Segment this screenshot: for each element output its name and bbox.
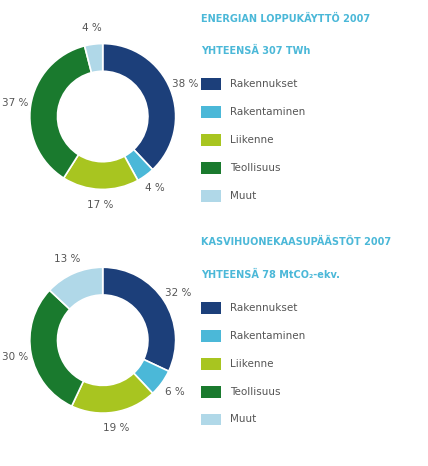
Text: Muut: Muut	[230, 191, 256, 201]
Bar	[201, 134, 221, 146]
Bar	[201, 414, 221, 425]
Text: Liikenne: Liikenne	[230, 359, 273, 369]
Text: 37 %: 37 %	[2, 97, 28, 108]
Text: Rakennukset: Rakennukset	[230, 79, 297, 89]
Bar	[201, 78, 221, 90]
Bar	[201, 190, 221, 202]
Wedge shape	[30, 290, 83, 406]
Text: Teollisuus: Teollisuus	[230, 387, 281, 397]
Wedge shape	[50, 267, 103, 309]
Wedge shape	[85, 44, 103, 73]
Text: 32 %: 32 %	[165, 288, 191, 297]
Text: Muut: Muut	[230, 414, 256, 425]
Text: Rakennukset: Rakennukset	[230, 303, 297, 313]
Text: 4 %: 4 %	[145, 184, 165, 193]
Text: Rakentaminen: Rakentaminen	[230, 331, 305, 341]
Wedge shape	[103, 44, 175, 170]
Wedge shape	[125, 150, 153, 180]
Bar	[201, 386, 221, 397]
Bar	[201, 330, 221, 342]
Text: 38 %: 38 %	[172, 79, 199, 89]
Wedge shape	[103, 267, 175, 371]
Text: Rakentaminen: Rakentaminen	[230, 107, 305, 117]
Bar	[201, 106, 221, 118]
Text: 13 %: 13 %	[54, 254, 80, 264]
Text: 4 %: 4 %	[82, 23, 101, 33]
Wedge shape	[134, 359, 169, 393]
Bar	[201, 358, 221, 370]
Text: YHTEENSÄ 307 TWh: YHTEENSÄ 307 TWh	[201, 46, 311, 56]
Text: Liikenne: Liikenne	[230, 135, 273, 145]
Text: YHTEENSÄ 78 MtCO₂-ekv.: YHTEENSÄ 78 MtCO₂-ekv.	[201, 269, 340, 280]
Wedge shape	[64, 155, 138, 189]
Text: Teollisuus: Teollisuus	[230, 163, 281, 173]
Wedge shape	[30, 46, 92, 178]
Bar	[201, 302, 221, 314]
Text: 19 %: 19 %	[104, 423, 130, 433]
Text: KASVIHUONEKAASUPÄÄSTÖT 2007: KASVIHUONEKAASUPÄÄSTÖT 2007	[201, 237, 391, 247]
Text: ENERGIAN LOPPUKÄYTTÖ 2007: ENERGIAN LOPPUKÄYTTÖ 2007	[201, 14, 370, 24]
Text: 17 %: 17 %	[87, 200, 113, 211]
Text: 30 %: 30 %	[2, 352, 28, 362]
Wedge shape	[71, 373, 153, 413]
Bar	[201, 162, 221, 174]
Text: 6 %: 6 %	[165, 387, 184, 397]
